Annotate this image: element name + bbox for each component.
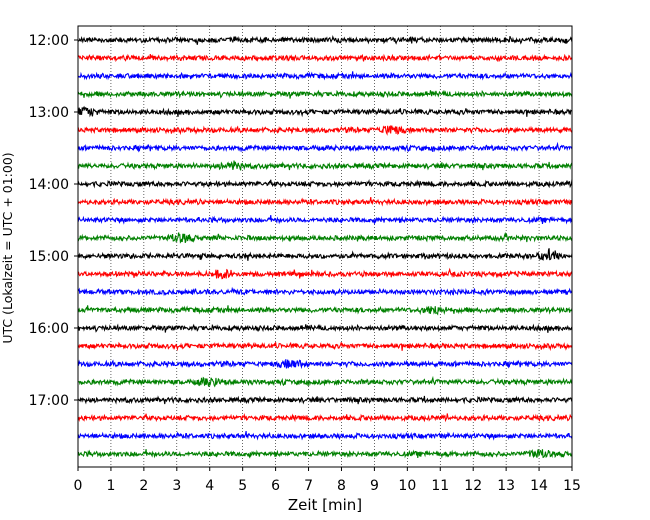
trace-1215 (77, 53, 573, 63)
trace-1430 (77, 215, 573, 225)
trace-1345 (77, 160, 573, 171)
trace-1645 (77, 375, 573, 388)
trace-1630 (77, 359, 573, 370)
x-tick-label-13: 13 (497, 478, 515, 494)
x-tick-label-7: 7 (304, 478, 313, 494)
x-axis-label: Zeit [min] (288, 496, 362, 514)
x-tick-label-6: 6 (271, 478, 280, 494)
x-tick-label-11: 11 (431, 478, 449, 494)
trace-1330 (77, 141, 573, 153)
x-tick-label-0: 0 (74, 478, 83, 494)
x-tick-label-14: 14 (530, 478, 548, 494)
y-axis-ticks: 12:00 13:00 14:00 15:00 16:00 17:00 (29, 33, 78, 409)
trace-1400 (77, 179, 573, 189)
trace-1715 (77, 413, 573, 423)
trace-series (77, 35, 573, 459)
x-tick-label-1: 1 (106, 478, 115, 494)
x-tick-label-15: 15 (563, 478, 581, 494)
trace-1530 (77, 286, 573, 297)
y-axis-label: UTC (Lokalzeit = UTC + 01:00) (0, 152, 15, 343)
y-tick-label-16: 16:00 (29, 321, 69, 337)
trace-1700 (77, 395, 573, 405)
trace-1500 (77, 248, 573, 261)
trace-1545 (77, 305, 573, 316)
trace-1245 (77, 89, 573, 99)
y-tick-label-12: 12:00 (29, 33, 69, 49)
trace-1600 (77, 323, 573, 333)
x-tick-label-9: 9 (370, 478, 379, 494)
x-tick-label-8: 8 (337, 478, 346, 494)
trace-1445 (77, 231, 573, 244)
plot-frame (77, 25, 573, 468)
trace-1515 (77, 267, 573, 280)
trace-1200 (77, 35, 573, 45)
y-tick-label-15: 15:00 (29, 249, 69, 265)
trace-1615 (77, 341, 573, 352)
x-tick-label-5: 5 (238, 478, 247, 494)
x-tick-label-12: 12 (464, 478, 482, 494)
x-axis-ticks: 0 1 2 3 4 5 6 7 8 9 10 11 12 13 14 15 (74, 467, 581, 494)
x-tick-label-4: 4 (205, 478, 214, 494)
trace-1300 (77, 105, 573, 118)
y-tick-label-13: 13:00 (29, 105, 69, 121)
trace-1230 (77, 71, 573, 81)
trace-1315 (77, 124, 573, 136)
y-tick-label-14: 14:00 (29, 177, 69, 193)
x-tick-label-10: 10 (398, 478, 416, 494)
x-tick-label-2: 2 (139, 478, 148, 494)
trace-1415 (77, 196, 573, 207)
trace-1745 (77, 449, 573, 459)
x-tick-label-3: 3 (172, 478, 181, 494)
y-tick-label-17: 17:00 (29, 393, 69, 409)
trace-1730 (77, 430, 573, 441)
